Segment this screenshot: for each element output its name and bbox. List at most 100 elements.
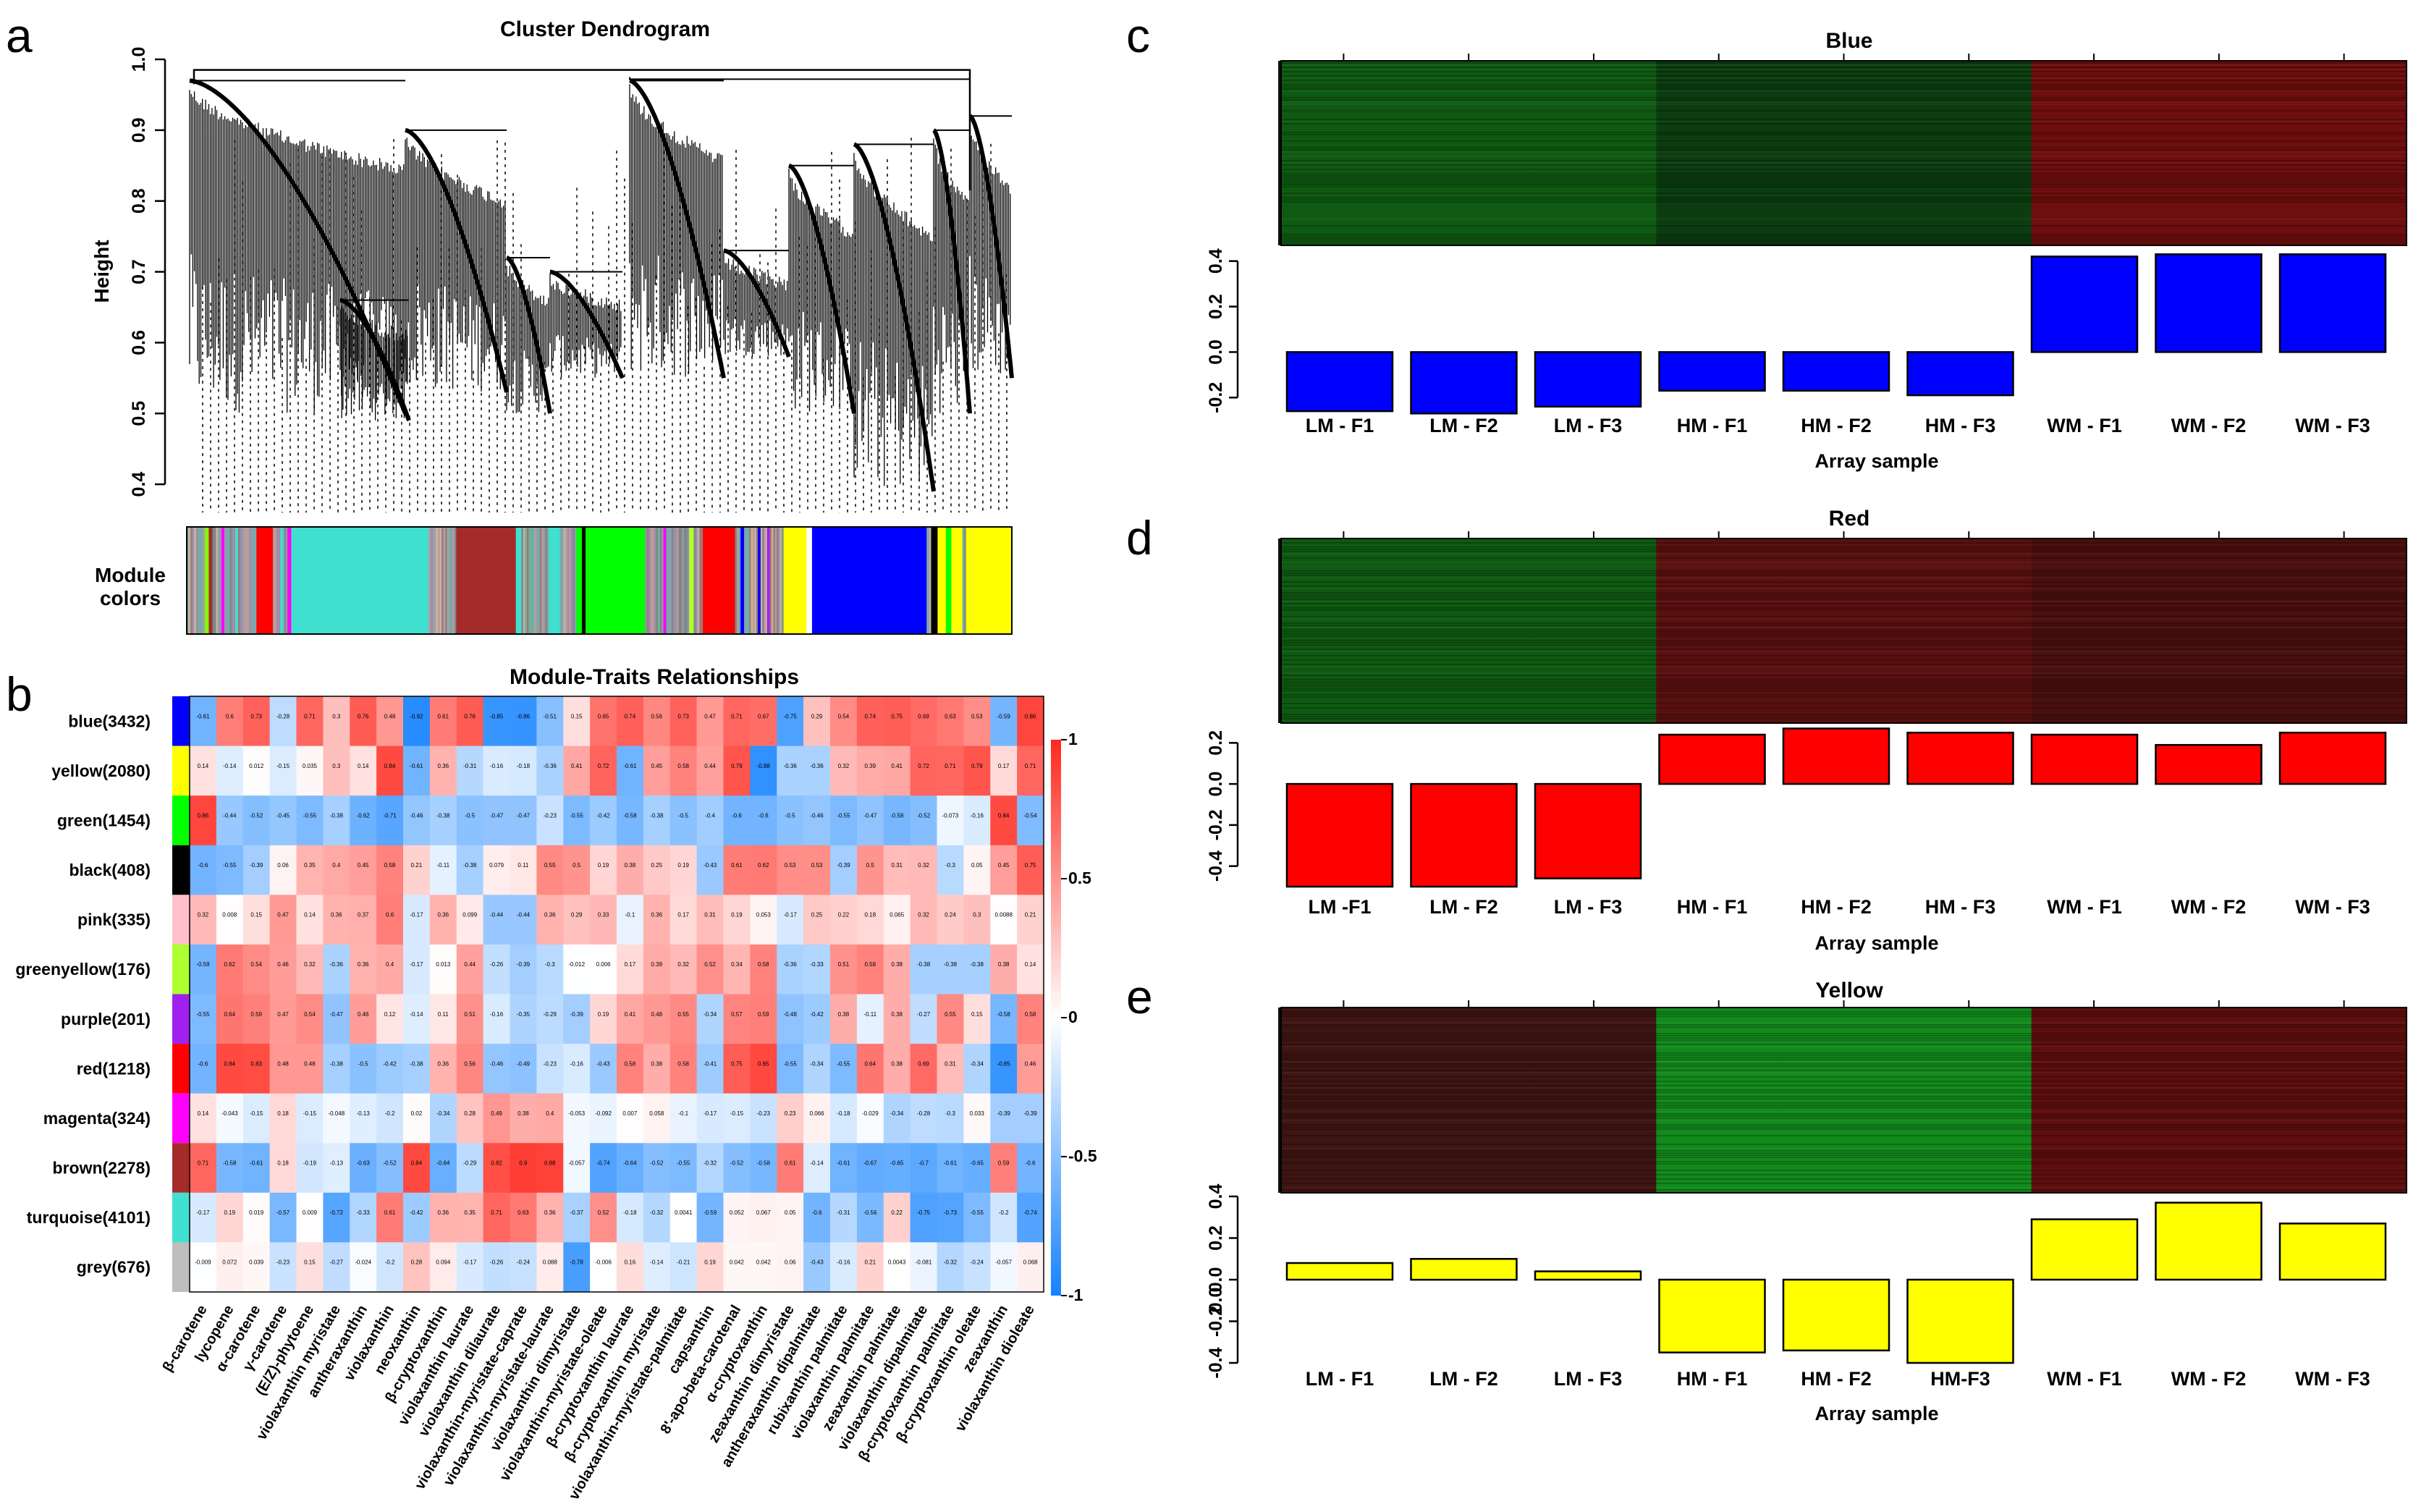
bar-category-label: WM - F1 <box>2047 415 2121 436</box>
heatmap-cell <box>750 994 777 1044</box>
heatmap-cell-value: 0.36 <box>331 912 342 918</box>
heatmap-cell-value: -0.15 <box>250 1110 263 1117</box>
panel-b-heatmap: Module-Traits Relationships blue(3432) ye… <box>15 665 1097 1503</box>
heatmap-cell <box>723 795 751 846</box>
heatmap-cell-value: 0.55 <box>945 1011 956 1018</box>
module-color-stripe <box>523 527 525 634</box>
heatmap-cell-value: -0.55 <box>196 1011 210 1018</box>
heatmap-cell <box>536 994 564 1044</box>
heatmap-cell <box>669 746 698 796</box>
heatmap-cell-value: 0.36 <box>438 912 449 918</box>
heatmap-cell <box>1017 795 1044 846</box>
module-color-stripe <box>447 527 449 634</box>
heatmap-cell-value: -0.33 <box>357 1209 371 1216</box>
module-color-stripe <box>777 527 779 634</box>
heatmap-cell <box>696 895 724 945</box>
heatmap-cell <box>803 895 831 945</box>
heatmap-row-color-swatch <box>172 845 190 895</box>
bar <box>1782 351 1890 392</box>
module-color-stripe <box>774 527 777 634</box>
heatmap-cell-value: -0.2 <box>385 1110 395 1117</box>
heatmap-cell-value: 0.69 <box>918 1060 929 1067</box>
heatmap-cell-value: -0.61 <box>944 1160 958 1167</box>
heatmap-cell-value: -0.59 <box>704 1209 717 1216</box>
bar-y-tick-label: -0.2 <box>1206 1306 1226 1337</box>
heatmap-cell-value: 0.32 <box>304 961 316 968</box>
heatmap-cell-value: 0.75 <box>891 713 903 719</box>
heatmap-cell <box>777 795 804 846</box>
heatmap-row-label: yellow(2080) <box>51 761 151 780</box>
heatmap-cell <box>669 1242 698 1293</box>
heatmap-sample-column <box>1781 539 1907 723</box>
panel-e-yellow-module: Yellow-0.4-0.20.00.20.40.0LM - F1 LM - F2… <box>1206 979 2407 1424</box>
heatmap-cell-value: -0.46 <box>810 813 824 819</box>
module-color-stripe <box>439 527 442 634</box>
heatmap-cell <box>483 1044 510 1094</box>
module-color-stripe <box>779 527 782 634</box>
heatmap-cell-value: 0.86 <box>1025 713 1036 719</box>
heatmap-cell <box>883 1242 911 1293</box>
bar-category-label: HM - F2 <box>1801 1368 1872 1390</box>
heatmap-cell-value: -0.3 <box>545 961 555 968</box>
heatmap-cell-value: 0.053 <box>756 912 772 918</box>
module-color-segment <box>951 527 963 634</box>
bar <box>1906 351 2014 397</box>
heatmap-cell <box>777 696 804 746</box>
heatmap-cell <box>1017 1093 1044 1144</box>
heatmap-cell-value: -0.61 <box>410 763 423 769</box>
dendrogram-y-axis: 0.4 0.5 0.6 0.7 0.8 0.9 1.0 <box>129 47 166 497</box>
heatmap-cell-value: -0.2 <box>999 1209 1009 1216</box>
panel-a-dendrogram: Cluster Dendrogram Height 0.40.50.60.70.… <box>90 17 1014 635</box>
heatmap-cell-value: 0.066 <box>810 1110 825 1117</box>
heatmap-cell <box>856 845 884 895</box>
heatmap-cell <box>456 1093 484 1144</box>
heatmap-cell <box>536 845 564 895</box>
heatmap-cell <box>483 696 510 746</box>
heatmap-cell <box>750 795 777 846</box>
heatmap-cell <box>242 1143 271 1194</box>
heatmap-cell-value: -0.86 <box>517 713 531 719</box>
bar-category-label: WM - F2 <box>2171 415 2246 436</box>
heatmap-cell <box>937 1143 964 1194</box>
heatmap-cell <box>536 895 564 945</box>
heatmap-cell-value: -0.23 <box>544 813 557 819</box>
heatmap-cell <box>910 795 937 846</box>
heatmap-cell <box>910 1143 937 1194</box>
heatmap-cell <box>429 795 457 846</box>
heatmap-cell <box>483 994 510 1044</box>
heatmap-cell-value: -0.39 <box>837 862 850 869</box>
heatmap-cell <box>937 1044 964 1094</box>
dendrogram-singleton-leaves <box>202 138 1007 513</box>
heatmap-cell <box>830 845 858 895</box>
heatmap-row-color-swatch <box>172 795 190 845</box>
heatmap-gene-stripes-light <box>1281 553 2407 674</box>
heatmap-cell-value: 0.18 <box>865 912 876 918</box>
heatmap-cell <box>723 994 751 1044</box>
heatmap-cell <box>242 795 271 846</box>
heatmap-cell-value: 0.5 <box>572 862 581 869</box>
dendrogram-tree <box>189 69 1014 513</box>
heatmap-cell <box>883 895 911 945</box>
heatmap-cell <box>456 1143 484 1194</box>
module-color-segment <box>256 527 274 634</box>
heatmap-cell-value: 0.4 <box>546 1110 554 1117</box>
module-color-stripe <box>253 527 255 634</box>
panel-letter-d: d <box>1126 511 1153 565</box>
heatmap-cell-value: 0.094 <box>436 1259 451 1266</box>
heatmap-cell <box>723 746 751 796</box>
heatmap-cell <box>856 1192 884 1243</box>
heatmap-cell-value: -0.32 <box>944 1259 958 1266</box>
heatmap-cell-value: 0.85 <box>758 1060 769 1067</box>
heatmap-cell <box>242 1093 271 1144</box>
heatmap-row-color-swatch <box>172 895 190 945</box>
heatmap-cell-value: 0.56 <box>464 1060 476 1067</box>
heatmap-color-legend: 1 0.5 0 -0.5 -1 <box>1051 730 1097 1304</box>
heatmap-cell-value: 0.19 <box>598 1011 609 1018</box>
heatmap-cell <box>350 944 377 994</box>
heatmap-cell-value: 0.007 <box>622 1110 638 1117</box>
eigengene-bar-chart: -0.2 0.0 0.2 0.4 LM - F1 LM - F2 LM - F3 HM - F… <box>1206 248 2387 472</box>
module-color-stripe <box>778 527 781 634</box>
heatmap-cell <box>1017 1192 1044 1243</box>
heatmap-cell <box>456 1192 484 1243</box>
heatmap-cell <box>456 895 484 945</box>
